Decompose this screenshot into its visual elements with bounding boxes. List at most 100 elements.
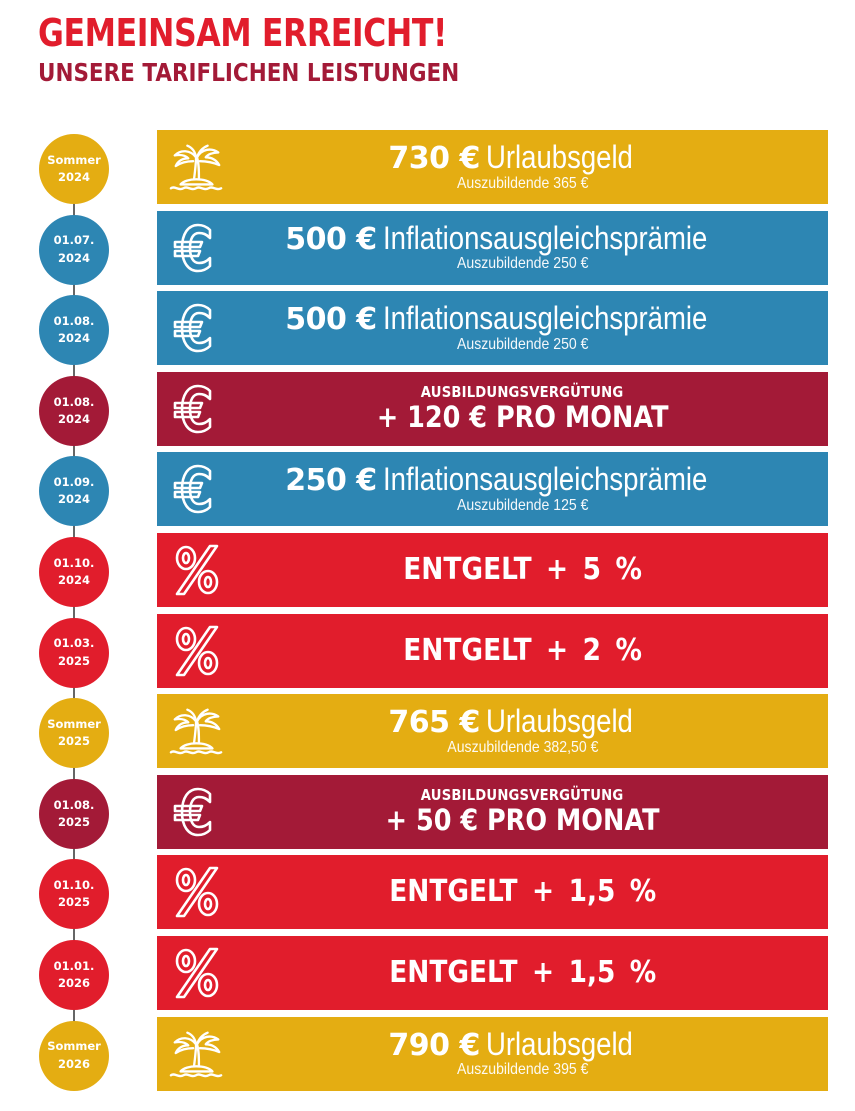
euro-icon xyxy=(167,381,227,437)
date-line-1: 01.07. xyxy=(53,233,95,248)
benefit-bar: 500 € Inflationsausgleichsprämie Auszubild… xyxy=(157,210,828,285)
benefit-bar: 765 € Urlaubsgeld Auszubildende 382,50 € xyxy=(157,694,828,769)
benefit-content: ENTGELT + 5 % xyxy=(217,533,828,607)
benefit-label: Urlaubsgeld xyxy=(485,703,633,740)
benefit-heading-small: AUSBILDUNGSVERGÜTUNG xyxy=(421,383,624,402)
benefit-label: Inflationsausgleichsprämie xyxy=(382,300,707,337)
benefit-heading-big: + 120 € PRO MONAT xyxy=(376,400,669,435)
benefit-main-line: 500 € Inflationsausgleichsprämie xyxy=(285,302,760,336)
date-line-1: 01.10. xyxy=(53,878,95,893)
benefit-bar: ENTGELT + 2 % xyxy=(157,613,828,688)
palm-island-icon xyxy=(167,703,227,759)
date-line-1: 01.08. xyxy=(53,797,95,812)
date-circle: 01.08. 2025 xyxy=(39,778,109,849)
milestone-row: 01.09. 2024 250 € Inflationsausgleichsprämi… xyxy=(0,452,855,530)
date-line-1: 01.01. xyxy=(53,958,95,973)
benefit-amount: 790 € xyxy=(388,1027,480,1063)
benefit-label: Inflationsausgleichsprämie xyxy=(382,219,707,256)
palm-island-icon xyxy=(167,1026,227,1082)
trainee-amount: Auszubildende 125 € xyxy=(456,496,589,514)
benefit-main-line: 250 € Inflationsausgleichsprämie xyxy=(285,463,760,497)
benefit-bar: AUSBILDUNGSVERGÜTUNG + 120 € PRO MONAT xyxy=(157,371,828,446)
date-line-1: Sommer xyxy=(47,152,101,167)
benefit-content: 765 € Urlaubsgeld Auszubildende 382,50 € xyxy=(217,694,828,768)
milestone-row: 01.07. 2024 500 € Inflationsausgleichsprämi… xyxy=(0,210,855,289)
milestone-row: Sommer 2025 765 € Urlaubsgeld Auszubildende … xyxy=(0,694,855,772)
benefit-heading-small: AUSBILDUNGSVERGÜTUNG xyxy=(421,786,624,805)
trainee-amount: Auszubildende 250 € xyxy=(456,255,589,273)
benefit-label: Urlaubsgeld xyxy=(485,1025,633,1062)
date-circle: 01.10. 2024 xyxy=(39,537,109,607)
milestone-row: Sommer 2024 730 € Urlaubsgeld Auszubildende … xyxy=(0,130,855,208)
date-line-1: 01.10. xyxy=(53,555,95,570)
benefit-label: Urlaubsgeld xyxy=(485,139,633,175)
euro-icon xyxy=(167,784,227,840)
date-line-1: 01.03. xyxy=(53,636,95,651)
milestone-row: Sommer 2026 790 € Urlaubsgeld Auszubildende … xyxy=(0,1016,855,1095)
salary-increase-text: ENTGELT + 1,5 % xyxy=(388,874,657,910)
date-circle: 01.08. 2024 xyxy=(39,295,109,366)
trainee-amount: Auszubildende 365 € xyxy=(456,174,589,192)
page-subtitle: UNSERE TARIFLICHEN LEISTUNGEN xyxy=(38,58,460,87)
benefit-content: 500 € Inflationsausgleichsprämie Auszubild… xyxy=(217,291,828,365)
benefit-amount: 500 € xyxy=(285,221,377,257)
benefit-bar: 790 € Urlaubsgeld Auszubildende 395 € xyxy=(157,1016,828,1091)
benefit-amount: 500 € xyxy=(285,302,377,338)
salary-increase-text: ENTGELT + 2 % xyxy=(403,632,642,668)
percent-icon xyxy=(167,623,227,679)
benefit-label: Inflationsausgleichsprämie xyxy=(382,461,707,498)
date-line-2: 2024 xyxy=(57,331,90,346)
milestone-row: 01.03. 2025 ENTGELT + 2 % xyxy=(0,613,855,692)
date-line-2: 2024 xyxy=(57,170,90,184)
milestone-row: 01.08. 2025 AUSBILDUNGSVERGÜTUNG + 50 € PRO… xyxy=(0,774,855,853)
percent-icon xyxy=(167,542,227,598)
percent-icon xyxy=(167,945,227,1001)
salary-increase-text: ENTGELT + 5 % xyxy=(403,552,642,587)
milestone-row: 01.01. 2026 ENTGELT + 1,5 % xyxy=(0,936,855,1014)
date-line-1: Sommer xyxy=(47,1039,101,1054)
date-line-2: 2024 xyxy=(57,492,90,507)
benefit-bar: ENTGELT + 1,5 % xyxy=(157,936,828,1010)
date-circle: 01.10. 2025 xyxy=(39,859,109,930)
benefit-content: ENTGELT + 1,5 % xyxy=(217,936,828,1010)
benefit-main-line: 765 € Urlaubsgeld xyxy=(388,705,656,739)
date-line-2: 2026 xyxy=(57,976,90,990)
date-line-2: 2024 xyxy=(57,411,90,426)
benefit-bar: 500 € Inflationsausgleichsprämie Auszubild… xyxy=(157,291,828,366)
date-circle: 01.08. 2024 xyxy=(39,375,109,446)
trainee-amount: Auszubildende 395 € xyxy=(456,1061,589,1079)
date-circle: 01.09. 2024 xyxy=(39,456,109,527)
date-line-1: 01.08. xyxy=(53,313,95,328)
benefit-amount: 250 € xyxy=(285,463,377,499)
date-line-2: 2024 xyxy=(57,573,90,587)
percent-icon xyxy=(167,864,227,920)
date-line-2: 2025 xyxy=(57,734,90,749)
date-line-1: 01.09. xyxy=(53,475,95,490)
date-line-2: 2026 xyxy=(57,1056,90,1071)
euro-icon xyxy=(167,220,227,276)
benefit-content: 730 € Urlaubsgeld Auszubildende 365 € xyxy=(217,130,828,204)
page-title: GEMEINSAM ERREICHT! xyxy=(38,11,447,55)
salary-increase-text: ENTGELT + 1,5 % xyxy=(388,955,657,990)
euro-icon xyxy=(167,461,227,517)
date-line-2: 2024 xyxy=(57,250,90,265)
benefit-bar: AUSBILDUNGSVERGÜTUNG + 50 € PRO MONAT xyxy=(157,774,828,849)
benefit-content: ENTGELT + 1,5 % xyxy=(217,855,828,929)
date-line-1: 01.08. xyxy=(53,394,95,409)
date-line-2: 2025 xyxy=(57,814,90,829)
benefit-main-line: 500 € Inflationsausgleichsprämie xyxy=(285,219,760,257)
date-line-1: Sommer xyxy=(47,716,101,731)
palm-island-icon xyxy=(167,139,227,195)
euro-icon xyxy=(167,300,227,356)
benefit-bar: 250 € Inflationsausgleichsprämie Auszubild… xyxy=(157,452,828,527)
date-line-2: 2025 xyxy=(57,895,90,910)
milestone-row: 01.10. 2024 ENTGELT + 5 % xyxy=(0,533,855,611)
date-circle: Sommer 2026 xyxy=(39,1020,109,1091)
milestone-row: 01.08. 2024 AUSBILDUNGSVERGÜTUNG + 120 € PR… xyxy=(0,371,855,450)
benefit-bar: 730 € Urlaubsgeld Auszubildende 365 € xyxy=(157,130,828,204)
benefit-content: AUSBILDUNGSVERGÜTUNG + 50 € PRO MONAT xyxy=(217,775,828,849)
milestone-row: 01.08. 2024 500 € Inflationsausgleichsprämi… xyxy=(0,291,855,369)
date-circle: Sommer 2025 xyxy=(39,698,109,769)
trainee-amount: Auszubildende 250 € xyxy=(456,335,589,353)
benefit-content: ENTGELT + 2 % xyxy=(217,614,828,688)
